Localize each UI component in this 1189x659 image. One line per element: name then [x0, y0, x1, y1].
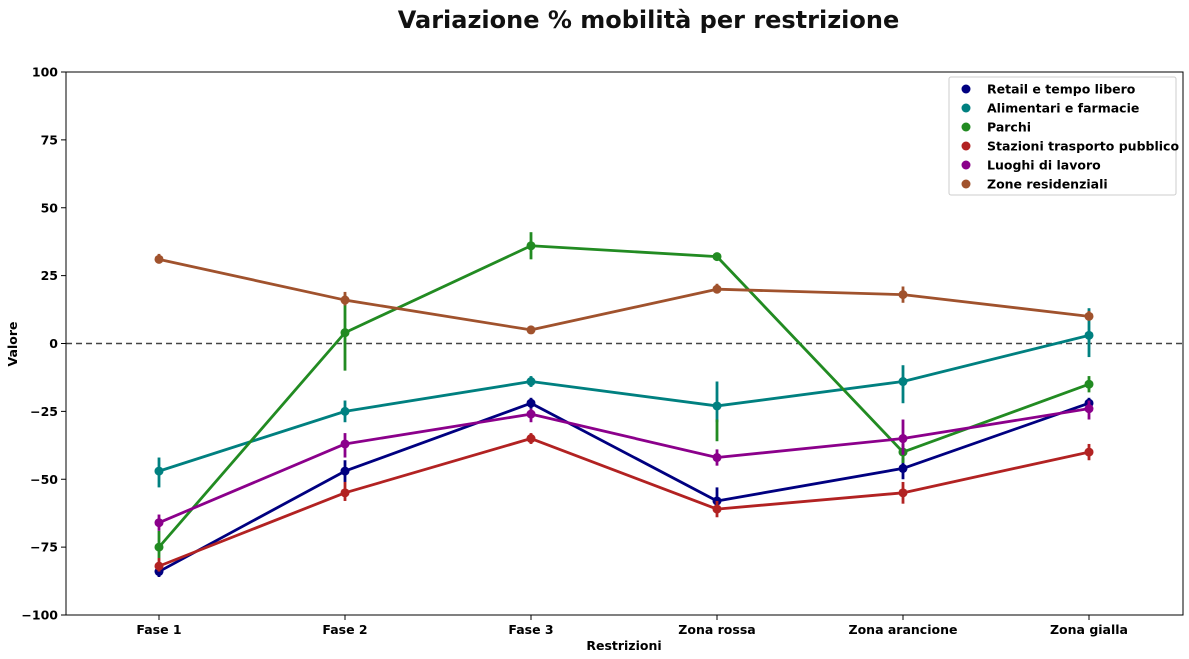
series-line: [158, 257, 1090, 332]
x-axis-title: Restrizioni: [586, 638, 661, 653]
data-point: [526, 409, 536, 419]
data-point: [154, 254, 164, 264]
chart-title: Variazione % mobilità per restrizione: [397, 6, 900, 34]
series-line: [158, 437, 1090, 568]
data-point: [526, 241, 536, 251]
data-point: [340, 295, 350, 305]
series: [154, 232, 1094, 558]
data-point: [154, 542, 164, 552]
data-point: [526, 398, 536, 408]
x-tick-label: Fase 2: [322, 622, 367, 637]
data-point: [898, 377, 908, 387]
legend-marker: [961, 160, 971, 170]
y-tick-label: 25: [41, 268, 58, 283]
series: [154, 397, 1094, 577]
series: [154, 433, 1094, 572]
series: [154, 253, 1094, 335]
y-tick-label: 100: [32, 65, 58, 80]
legend-marker: [961, 179, 971, 189]
data-point: [712, 453, 722, 463]
legend: Retail e tempo libero Alimentari e farmac…: [948, 76, 1179, 196]
data-point: [712, 284, 722, 294]
y-tick-label: −25: [30, 404, 58, 419]
series: [154, 400, 1094, 531]
y-axis-title: Valore: [5, 322, 20, 367]
series-line: [158, 401, 1090, 573]
x-tick-label: Fase 3: [508, 622, 553, 637]
series-line: [157, 244, 1090, 549]
legend-label: Parchi: [987, 120, 1031, 135]
data-point: [898, 463, 908, 473]
legend-label: Luoghi di lavoro: [987, 158, 1101, 173]
data-point: [898, 290, 908, 300]
legend-box: [948, 76, 1177, 196]
data-point: [898, 434, 908, 444]
y-tick-label: 0: [49, 336, 58, 351]
legend-label: Zone residenziali: [987, 177, 1108, 192]
series-line: [158, 333, 1090, 473]
data-point: [712, 252, 722, 262]
series: [154, 308, 1094, 488]
data-point: [898, 488, 908, 498]
x-tick-label: Zona gialla: [1050, 622, 1128, 637]
data-point: [1084, 404, 1094, 414]
y-tick-label: −75: [30, 540, 58, 555]
legend-label: Stazioni trasporto pubblico: [987, 139, 1179, 154]
legend-label: Retail e tempo libero: [987, 82, 1136, 97]
data-point: [340, 466, 350, 476]
data-point: [1084, 311, 1094, 321]
x-tick-label: Zona rossa: [678, 622, 755, 637]
legend-label: Alimentari e farmacie: [987, 101, 1139, 116]
data-point: [154, 518, 164, 528]
legend-marker: [961, 122, 971, 132]
legend-marker: [961, 141, 971, 151]
data-point: [154, 466, 164, 476]
series-line: [158, 407, 1090, 524]
series-layer: [154, 232, 1094, 577]
data-point: [526, 377, 536, 387]
data-point: [712, 401, 722, 411]
axis-layer: −100 −75 −50 −25 0 25 50 75 100 Fase 1 Fase 2 Fase …: [21, 65, 1128, 638]
data-point: [1084, 330, 1094, 340]
data-point: [340, 439, 350, 449]
legend-marker: [961, 103, 971, 113]
data-point: [526, 434, 536, 444]
data-point: [340, 328, 350, 338]
data-point: [1084, 379, 1094, 389]
data-point: [526, 325, 536, 335]
y-tick-label: −100: [21, 608, 58, 623]
y-tick-label: 50: [41, 200, 59, 215]
y-tick-label: 75: [41, 132, 58, 147]
data-point: [154, 561, 164, 571]
x-tick-label: Zona arancione: [849, 622, 958, 637]
data-point: [340, 406, 350, 416]
legend-marker: [961, 84, 971, 94]
x-tick-label: Fase 1: [136, 622, 181, 637]
data-point: [1084, 447, 1094, 457]
data-point: [340, 488, 350, 498]
data-point: [712, 504, 722, 514]
y-tick-label: −50: [30, 472, 58, 487]
